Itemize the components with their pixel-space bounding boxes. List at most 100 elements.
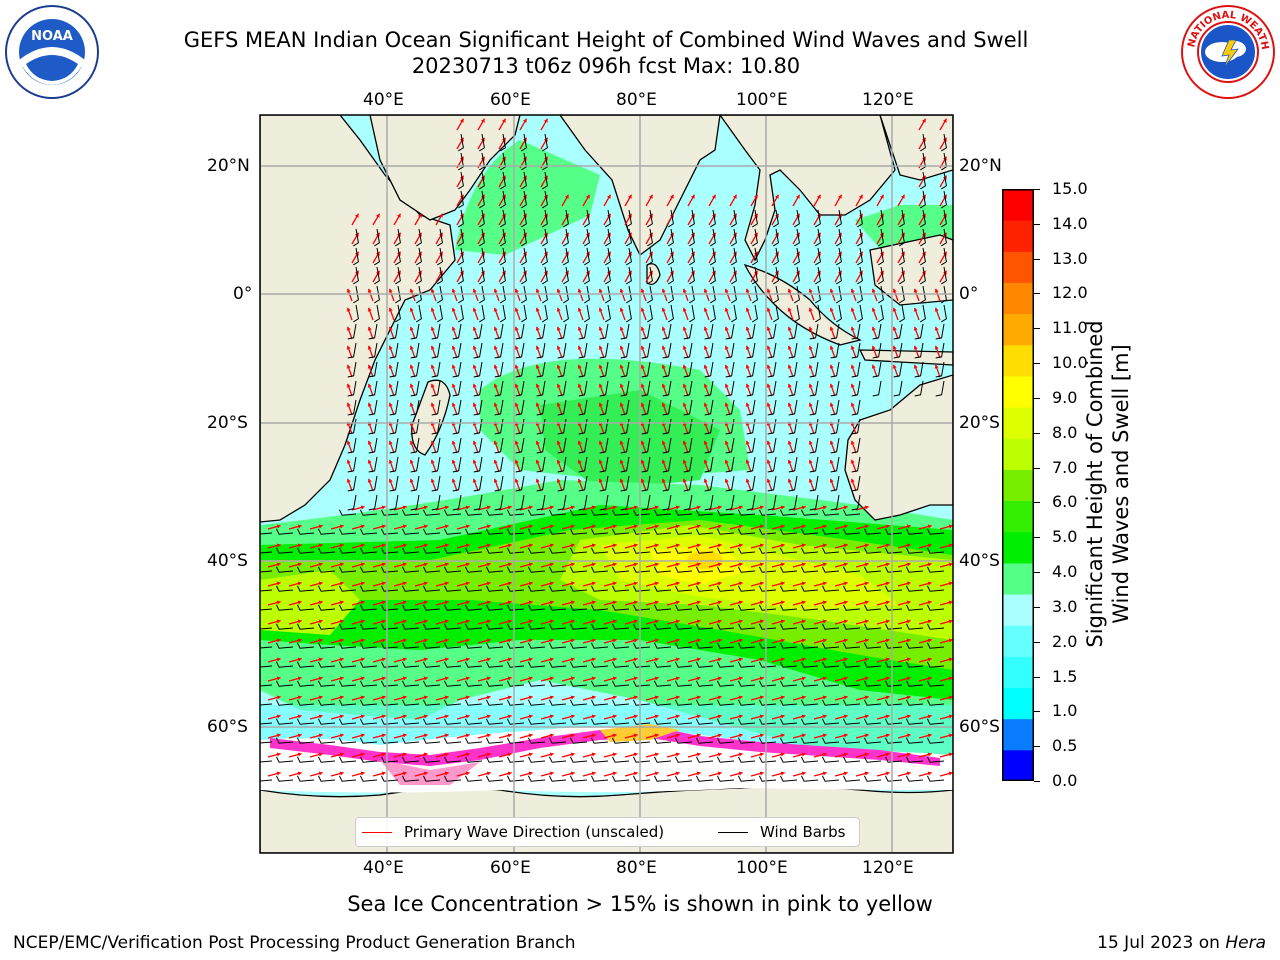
wave-arrow-head	[430, 402, 435, 407]
wind-barb	[668, 285, 674, 304]
wind-barb	[338, 661, 357, 668]
wind-barb	[458, 247, 464, 266]
wave-arrow-head	[528, 771, 533, 776]
wind-barb	[443, 661, 462, 668]
wave-arrow-head	[703, 364, 708, 369]
legend-label-wave-direction: Primary Wave Direction (unscaled)	[404, 823, 665, 841]
wave-arrow-head	[612, 657, 617, 662]
wind-barb	[842, 623, 861, 630]
footer-branch: NCEP/EMC/Verification Post Processing Pr…	[13, 933, 576, 953]
wind-barb	[800, 699, 819, 706]
wind-barb	[473, 399, 483, 416]
wind-barb	[809, 475, 819, 492]
colorbar-tick	[1034, 363, 1040, 365]
wind-barb	[821, 604, 840, 611]
wave-arrow-head	[612, 714, 617, 719]
wind-barb	[626, 266, 632, 285]
wind-barb	[842, 547, 861, 554]
lat-label-right-20s: 20°S	[959, 413, 1000, 433]
wind-barb	[359, 604, 378, 611]
wave-arrow-head	[822, 581, 827, 586]
wind-barb	[620, 437, 630, 454]
wind-barb	[884, 528, 903, 535]
wave-arrow-head	[661, 402, 666, 407]
wind-barb	[821, 528, 840, 535]
wind-barb	[905, 547, 924, 554]
wave-arrow-head	[766, 383, 771, 388]
wave-arrow-head	[640, 288, 645, 293]
lat-label-right-0: 0°	[959, 284, 979, 304]
wind-barb	[527, 737, 546, 744]
wind-barb	[893, 323, 903, 340]
wave-arrow-head	[318, 714, 323, 719]
wave-arrow-head	[339, 771, 344, 776]
wind-barb	[779, 509, 798, 516]
wind-barb	[779, 642, 798, 649]
wind-barb	[452, 456, 462, 473]
wind-barb	[611, 680, 630, 687]
wave-arrow-head	[780, 771, 785, 776]
wind-barb	[422, 509, 441, 516]
wind-barb	[767, 437, 777, 454]
wind-barb	[653, 623, 672, 630]
wave-arrow-head	[850, 383, 855, 388]
wind-barb	[542, 171, 548, 190]
wind-barb	[536, 342, 546, 359]
wind-barb	[935, 380, 945, 397]
wave-arrow-head	[549, 638, 554, 643]
wind-barb	[479, 266, 485, 285]
wave-arrow-head	[612, 543, 617, 548]
wind-barb	[830, 342, 840, 359]
wind-barb	[485, 775, 504, 782]
colorbar-band	[1002, 189, 1034, 221]
wind-barb	[458, 190, 464, 209]
wind-barb	[485, 509, 504, 516]
wind-barb	[683, 494, 693, 511]
wind-barb	[410, 437, 420, 454]
wind-barb	[452, 342, 462, 359]
wind-barb	[368, 323, 378, 340]
wave-arrow-head	[465, 543, 470, 548]
wave-arrow-head	[276, 600, 281, 605]
wind-barb	[548, 699, 567, 706]
wind-barb	[926, 623, 945, 630]
wave-arrow-head	[486, 695, 491, 700]
wind-barb	[527, 585, 546, 592]
wave-arrow-head	[297, 638, 302, 643]
wave-arrow-head	[276, 695, 281, 700]
wave-arrow-head	[822, 714, 827, 719]
wind-barb	[422, 756, 441, 763]
wave-arrow-head	[591, 562, 596, 567]
wave-arrow-head	[717, 695, 722, 700]
wind-barb	[632, 623, 651, 630]
wave-arrow-head	[948, 581, 953, 586]
wind-barb	[338, 642, 357, 649]
wind-barb	[674, 775, 693, 782]
wave-arrow-head	[430, 326, 435, 331]
wind-barb	[401, 661, 420, 668]
wave-arrow-head	[822, 676, 827, 681]
wind-barb	[443, 775, 462, 782]
wind-barb	[275, 604, 294, 611]
wave-arrow-head	[859, 194, 863, 199]
wave-arrow-head	[570, 676, 575, 681]
wind-barb	[758, 718, 777, 725]
wind-barb	[515, 456, 525, 473]
colorbar-tick	[1034, 223, 1040, 225]
wave-arrow-head	[388, 459, 393, 464]
wind-barb	[857, 285, 863, 304]
wave-arrow-head	[745, 459, 750, 464]
wave-arrow-head	[871, 364, 876, 369]
wave-arrow-head	[460, 118, 464, 123]
wind-barb	[569, 509, 588, 516]
wave-arrow-head	[675, 619, 680, 624]
wind-barb	[704, 323, 714, 340]
wind-barb	[674, 566, 693, 573]
wave-arrow-head	[318, 619, 323, 624]
wind-barb	[416, 228, 422, 247]
wind-barb	[338, 585, 357, 592]
wave-arrow-head	[738, 619, 743, 624]
wind-barb	[548, 509, 567, 516]
wave-arrow-head	[486, 752, 491, 757]
wave-arrow-head	[486, 733, 491, 738]
